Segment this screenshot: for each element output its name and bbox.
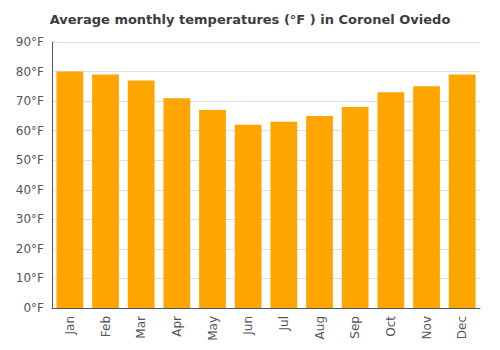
svg-text:20°F: 20°F [16,242,44,256]
svg-text:Oct: Oct [384,316,398,337]
svg-text:Feb: Feb [99,316,113,337]
svg-text:40°F: 40°F [16,183,44,197]
svg-text:Jul: Jul [277,316,291,331]
svg-text:50°F: 50°F [16,153,44,167]
svg-text:Jan: Jan [63,316,77,336]
svg-text:0°F: 0°F [23,301,44,315]
svg-text:Mar: Mar [134,316,148,339]
svg-text:70°F: 70°F [16,94,44,108]
svg-text:Dec: Dec [455,316,469,339]
svg-text:90°F: 90°F [16,35,44,49]
svg-text:30°F: 30°F [16,212,44,226]
svg-text:Sep: Sep [348,316,362,339]
svg-text:Nov: Nov [420,316,434,339]
svg-text:Average monthly temperatures (: Average monthly temperatures (°F ) in Co… [50,12,451,27]
svg-text:May: May [206,316,220,341]
svg-text:Jun: Jun [241,316,255,336]
svg-text:Apr: Apr [170,316,184,337]
svg-text:80°F: 80°F [16,65,44,79]
svg-text:10°F: 10°F [16,271,44,285]
svg-text:60°F: 60°F [16,124,44,138]
svg-text:Aug: Aug [313,316,327,339]
